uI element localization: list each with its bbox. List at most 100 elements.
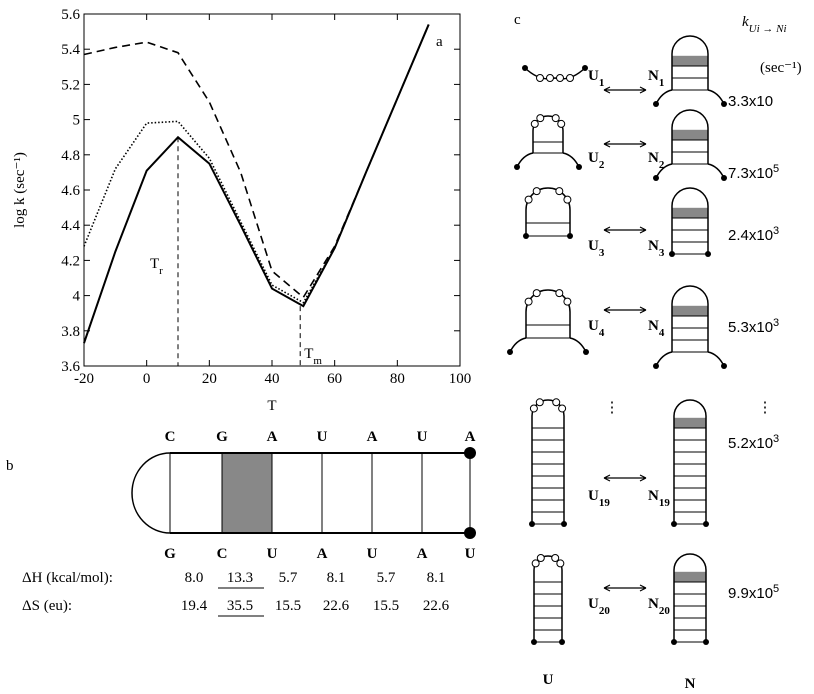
delta-s: 35.5	[227, 598, 253, 614]
series-line	[83, 24, 430, 299]
tail	[655, 351, 673, 367]
n-state: N19	[648, 488, 670, 509]
delta-s: 15.5	[373, 598, 399, 614]
u-state-part: 2	[599, 159, 605, 171]
bead	[532, 289, 541, 298]
rate-part: 5.3x10	[728, 319, 773, 336]
bead	[531, 559, 540, 568]
loop	[673, 399, 707, 417]
u-state-part: U	[588, 150, 599, 166]
y-tick-label: 5	[73, 113, 81, 129]
x-tick-label: 20	[202, 371, 217, 387]
panel-label: b	[6, 458, 14, 474]
n-state-part: 2	[659, 159, 665, 171]
base: A	[267, 429, 278, 445]
bead	[555, 187, 564, 196]
arrow	[603, 226, 647, 234]
rate-unit: (sec⁻¹)	[760, 60, 802, 76]
bead	[557, 119, 566, 128]
bead	[524, 195, 533, 204]
loop	[671, 109, 709, 129]
delta-s: 22.6	[423, 598, 450, 614]
u-state-part: U	[588, 596, 599, 612]
base: A	[465, 429, 476, 445]
bead	[546, 74, 554, 82]
rate-part: 3.3x10	[728, 93, 773, 110]
tail	[655, 89, 673, 105]
rate: 9.9x105	[728, 583, 779, 602]
delta-s: 22.6	[323, 598, 350, 614]
rate: 5.3x103	[728, 317, 779, 336]
n-state-part: N	[648, 68, 659, 84]
arrow	[603, 140, 647, 148]
rate: 7.3x105	[728, 163, 779, 182]
stacked-pair	[672, 207, 708, 218]
y-tick-label: 4.4	[61, 218, 80, 234]
annotation-label: Tm	[304, 346, 322, 367]
x-tick-label: 40	[265, 371, 280, 387]
loop	[671, 187, 709, 207]
strand-end	[507, 349, 513, 355]
base: A	[317, 546, 328, 562]
stacked-pair	[674, 417, 706, 428]
delta-h: 5.7	[279, 570, 298, 586]
loop	[673, 553, 707, 571]
bead	[529, 404, 538, 413]
strand-end	[705, 251, 711, 257]
y-tick-label: 5.6	[61, 7, 80, 23]
strand-end	[559, 639, 565, 645]
n-state: N20	[648, 596, 670, 617]
bead	[524, 297, 533, 306]
ellipsis: ⋮	[758, 400, 773, 416]
strand-end	[669, 251, 675, 257]
annotation-label-part: r	[159, 265, 163, 277]
u-state-part: 20	[599, 605, 611, 617]
strand-end	[653, 175, 659, 181]
base: U	[465, 546, 476, 562]
y-axis-label: log k (sec⁻¹)	[12, 152, 28, 228]
n-state-part: 19	[659, 497, 671, 509]
bead	[536, 114, 545, 123]
n-state-part: N	[648, 318, 659, 334]
base: U	[367, 546, 378, 562]
base: G	[164, 546, 176, 562]
u-state-part: 1	[599, 77, 605, 89]
strand-end	[653, 363, 659, 369]
rate-part: 3	[773, 225, 779, 237]
arrow	[603, 306, 647, 314]
arrow	[603, 584, 647, 592]
strand-end	[522, 65, 528, 71]
bead	[536, 553, 545, 562]
u-state-part: 4	[599, 327, 605, 339]
tail	[562, 152, 580, 168]
base: A	[367, 429, 378, 445]
stacked-pair	[672, 305, 708, 316]
u-state: U2	[588, 150, 605, 171]
series-line	[83, 24, 430, 304]
tail	[569, 337, 587, 353]
base: U	[267, 546, 278, 562]
strand-end	[464, 447, 476, 459]
bead	[558, 404, 567, 413]
base: C	[217, 546, 228, 562]
annotation-label-part: T	[304, 346, 313, 362]
u-state: U4	[588, 318, 605, 339]
strand-end	[671, 521, 677, 527]
x-tick-label: -20	[74, 371, 94, 387]
rate-part: 3	[773, 317, 779, 329]
loop	[671, 35, 709, 55]
plot-frame	[83, 13, 461, 367]
strand-end	[561, 521, 567, 527]
annotation-label-part: T	[150, 256, 159, 272]
rate-header: kUi → Ni	[742, 14, 787, 35]
rate-part: 5	[773, 583, 779, 595]
x-axis-label: T	[267, 398, 276, 414]
u-state-part: U	[588, 488, 599, 504]
strand-end	[583, 349, 589, 355]
loop	[525, 289, 571, 313]
strand-end	[523, 233, 529, 239]
strand-end	[703, 521, 709, 527]
annotation-label-part: m	[313, 355, 322, 367]
rate-part: 9.9x10	[728, 585, 773, 602]
